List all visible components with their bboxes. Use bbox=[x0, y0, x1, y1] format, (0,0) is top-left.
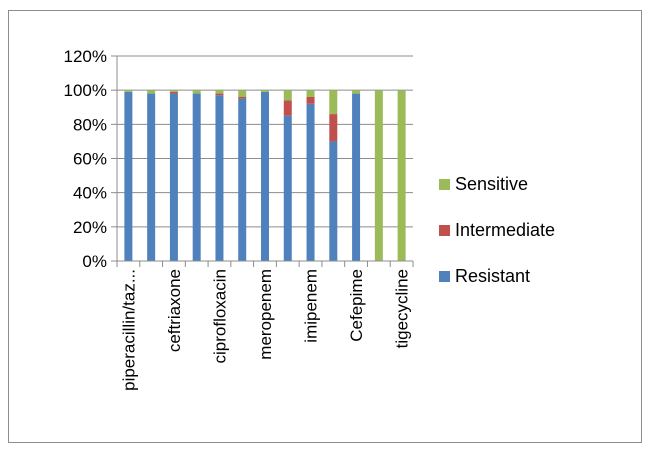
legend-swatch-intermediate bbox=[439, 225, 450, 236]
bar-segment-sensitive bbox=[169, 90, 178, 92]
bar-segment-resistant bbox=[352, 93, 361, 261]
bar-segment-resistant bbox=[124, 91, 133, 261]
bar-segment-sensitive bbox=[374, 90, 383, 262]
y-tick-label: 60% bbox=[73, 150, 107, 169]
legend-swatch-resistant bbox=[439, 271, 450, 282]
legend: Sensitive Intermediate Resistant bbox=[439, 174, 555, 286]
bar-segment-sensitive bbox=[215, 90, 224, 94]
bar-segment-sensitive bbox=[306, 90, 315, 97]
y-tick-label: 20% bbox=[73, 218, 107, 237]
bar-segment-sensitive bbox=[147, 90, 156, 94]
bar-segment-resistant bbox=[283, 115, 292, 262]
x-category-label: Cefepime bbox=[347, 269, 366, 342]
y-tick-label: 0% bbox=[82, 252, 107, 271]
x-category-label: ceftriaxone bbox=[165, 269, 184, 352]
bar-segment-intermediate bbox=[169, 91, 178, 94]
legend-label-sensitive: Sensitive bbox=[455, 174, 528, 194]
bar-segment-resistant bbox=[306, 103, 315, 261]
bar-segment-resistant bbox=[169, 93, 178, 261]
bar-segment-intermediate bbox=[329, 114, 338, 142]
bar-segment-sensitive bbox=[352, 90, 361, 94]
legend-label-resistant: Resistant bbox=[455, 266, 530, 286]
y-tick-label: 40% bbox=[73, 184, 107, 203]
bar-segment-intermediate bbox=[238, 97, 247, 99]
x-category-label: tigecycline bbox=[393, 269, 412, 348]
bar-segment-sensitive bbox=[124, 90, 133, 92]
bar-segment-resistant bbox=[238, 98, 247, 261]
bar-segment-intermediate bbox=[283, 100, 292, 116]
bar-segment-resistant bbox=[147, 93, 156, 261]
bar-segment-sensitive bbox=[238, 90, 247, 97]
bar-segment-sensitive bbox=[329, 90, 338, 115]
y-tick-label: 120% bbox=[64, 47, 107, 66]
chart-frame: 0% 20% 40% 60% 80% 100% 120% piperacillin/taz.… bbox=[8, 10, 642, 443]
x-category-labels: piperacillin/taz... ceftriaxone ciprofloxa… bbox=[119, 269, 411, 391]
bars bbox=[124, 90, 406, 262]
bar-segment-sensitive bbox=[261, 90, 269, 92]
bar-segment-sensitive bbox=[283, 90, 292, 101]
x-category-label: imipenem bbox=[302, 269, 321, 343]
legend-swatch-sensitive bbox=[439, 179, 450, 190]
legend-label-intermediate: Intermediate bbox=[455, 220, 555, 240]
bar-segment-intermediate bbox=[215, 93, 224, 96]
y-tick-label: 100% bbox=[64, 81, 107, 100]
bar-segment-sensitive bbox=[397, 90, 406, 262]
x-category-label: meropenem bbox=[256, 269, 275, 360]
bar-segment-resistant bbox=[192, 93, 201, 261]
bar-segment-intermediate bbox=[306, 97, 315, 104]
x-category-label: ciprofloxacin bbox=[210, 269, 229, 364]
bar-segment-resistant bbox=[215, 95, 224, 262]
x-category-label: piperacillin/taz... bbox=[119, 269, 138, 391]
bar-segment-sensitive bbox=[192, 90, 201, 94]
bar-segment-resistant bbox=[329, 141, 338, 261]
stacked-bar-chart: 0% 20% 40% 60% 80% 100% 120% piperacillin/taz.… bbox=[64, 47, 556, 391]
bar-segment-resistant bbox=[261, 91, 269, 261]
y-tick-labels: 0% 20% 40% 60% 80% 100% 120% bbox=[64, 47, 107, 271]
y-tick-label: 80% bbox=[73, 115, 107, 134]
axes bbox=[111, 55, 414, 267]
